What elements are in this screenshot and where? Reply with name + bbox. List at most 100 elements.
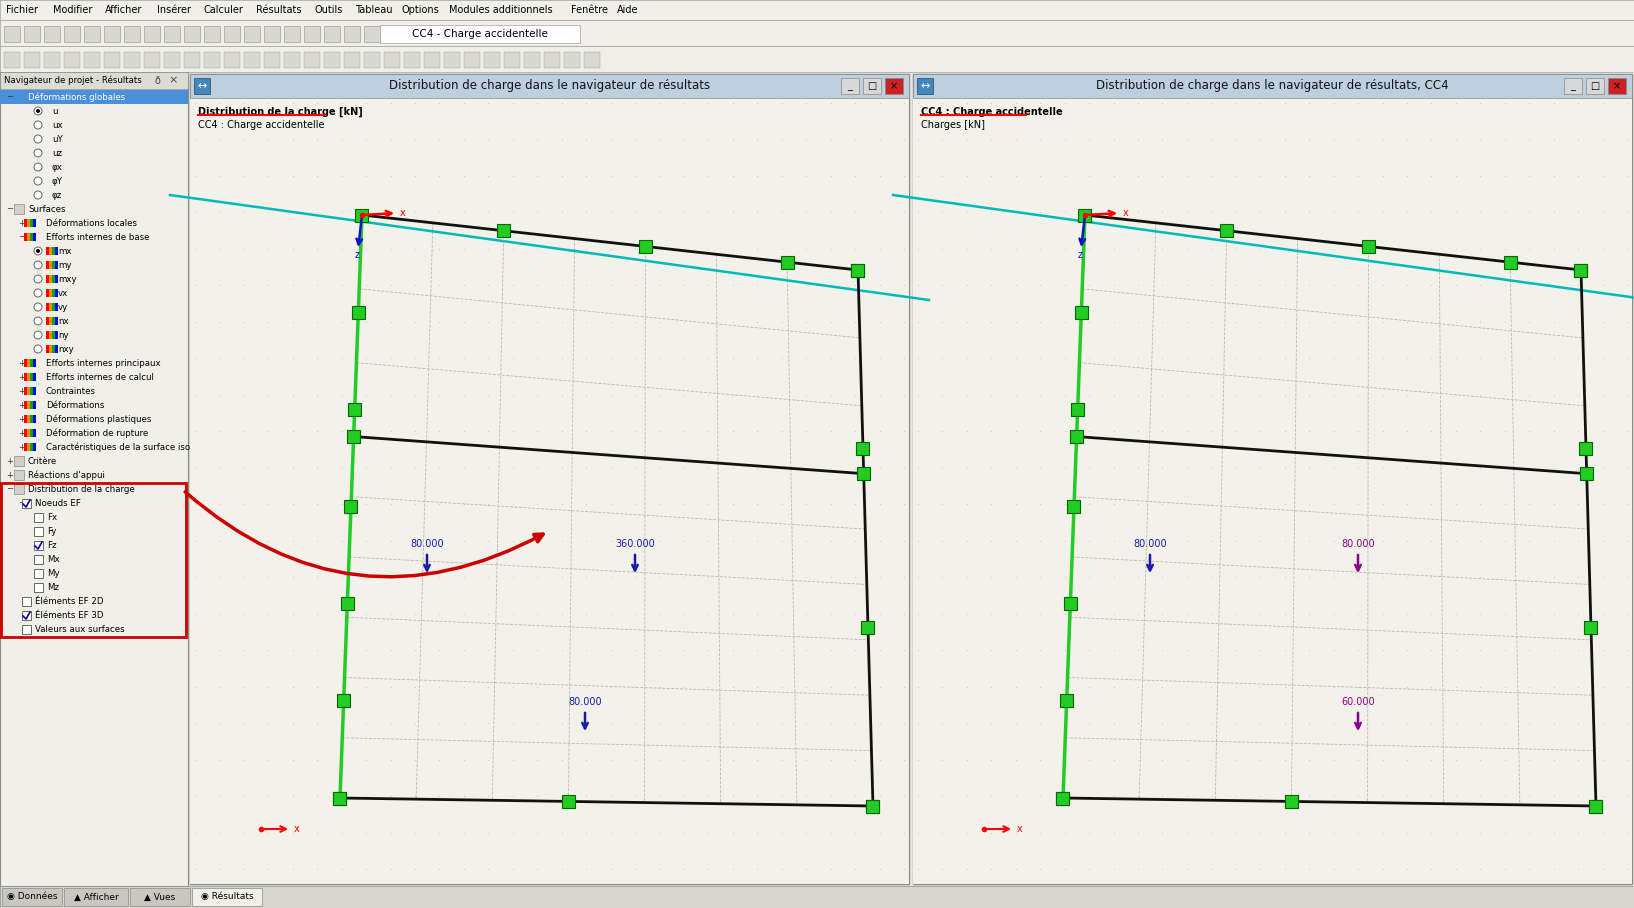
Bar	[284, 52, 301, 68]
Bar	[351, 306, 364, 319]
Bar	[21, 611, 31, 620]
Circle shape	[34, 261, 42, 269]
Text: vy: vy	[57, 302, 69, 311]
Text: −: −	[18, 498, 25, 508]
Text: x: x	[1123, 208, 1129, 218]
Bar	[0, 72, 188, 89]
Bar	[781, 256, 794, 269]
Bar	[356, 209, 369, 222]
Bar	[15, 470, 25, 480]
Text: Calculer: Calculer	[204, 5, 243, 15]
Text: Tableau: Tableau	[356, 5, 392, 15]
Bar	[224, 26, 240, 42]
Bar	[333, 792, 346, 804]
Text: CC4 - Charge accidentelle: CC4 - Charge accidentelle	[412, 29, 547, 39]
Text: Navigateur de projet - Résultats: Navigateur de projet - Résultats	[3, 75, 142, 85]
Bar	[28, 429, 29, 437]
Bar	[34, 583, 42, 592]
Bar	[913, 74, 1632, 98]
Bar	[44, 52, 60, 68]
Text: ð: ð	[155, 75, 160, 85]
Bar	[842, 78, 859, 94]
Text: u: u	[52, 106, 57, 115]
Text: φx: φx	[52, 163, 62, 172]
Text: +: +	[7, 470, 13, 479]
Text: x: x	[400, 208, 405, 218]
Circle shape	[34, 121, 42, 129]
Bar	[348, 403, 361, 416]
Bar	[185, 52, 199, 68]
Text: Résultats: Résultats	[257, 5, 302, 15]
Bar	[34, 513, 42, 522]
Bar	[1072, 403, 1085, 416]
Bar	[1580, 468, 1593, 480]
Bar	[384, 26, 400, 42]
Bar	[364, 26, 381, 42]
Bar	[33, 401, 36, 409]
Bar	[33, 443, 36, 451]
Bar	[46, 247, 49, 255]
Text: Contraintes: Contraintes	[46, 387, 96, 396]
Bar	[562, 794, 575, 808]
Bar	[25, 359, 28, 367]
Text: Éléments EF 3D: Éléments EF 3D	[34, 610, 103, 619]
Bar	[46, 303, 49, 311]
Bar	[913, 74, 1632, 884]
Bar	[346, 430, 359, 443]
Circle shape	[34, 135, 42, 143]
Bar	[304, 26, 320, 42]
Bar	[49, 275, 52, 283]
Text: z: z	[355, 250, 359, 260]
Text: ×: ×	[891, 81, 899, 91]
Bar	[83, 26, 100, 42]
Text: +: +	[18, 219, 25, 228]
Text: Efforts internes de base: Efforts internes de base	[46, 232, 149, 242]
Text: Valeurs aux surfaces: Valeurs aux surfaces	[34, 625, 124, 634]
Text: Modifier: Modifier	[52, 5, 92, 15]
Bar	[0, 72, 188, 886]
Text: Fx: Fx	[47, 512, 57, 521]
Bar	[29, 219, 33, 227]
Bar	[2, 483, 186, 637]
Text: −: −	[7, 93, 13, 102]
Text: Noeuds EF: Noeuds EF	[34, 498, 80, 508]
Text: Fenêtre: Fenêtre	[570, 5, 608, 15]
Bar	[423, 52, 440, 68]
Text: +: +	[18, 359, 25, 368]
Bar	[856, 442, 869, 455]
Text: Afficher: Afficher	[105, 5, 142, 15]
Text: Options: Options	[402, 5, 440, 15]
Text: Critère: Critère	[28, 457, 57, 466]
Text: CC4 : Charge accidentelle: CC4 : Charge accidentelle	[198, 120, 325, 130]
Bar	[124, 26, 141, 42]
Bar	[1587, 78, 1605, 94]
Bar	[25, 443, 28, 451]
Bar	[33, 429, 36, 437]
Bar	[56, 303, 57, 311]
Text: Efforts internes principaux: Efforts internes principaux	[46, 359, 160, 368]
Bar	[29, 233, 33, 241]
Bar	[52, 261, 56, 269]
Text: +: +	[18, 400, 25, 410]
Bar	[204, 26, 221, 42]
Bar	[28, 219, 29, 227]
Bar	[1580, 442, 1593, 455]
Bar	[29, 443, 33, 451]
Text: −: −	[18, 232, 25, 242]
Text: +: +	[18, 387, 25, 396]
Bar	[858, 468, 871, 480]
Text: CC4 : Charge accidentelle: CC4 : Charge accidentelle	[922, 107, 1062, 117]
Bar	[33, 233, 36, 241]
Bar	[56, 289, 57, 297]
Text: ny: ny	[57, 331, 69, 340]
Bar	[15, 484, 25, 494]
Bar	[0, 46, 1634, 72]
Bar	[15, 456, 25, 466]
Bar	[56, 261, 57, 269]
Bar	[243, 26, 260, 42]
Bar	[364, 52, 381, 68]
Text: x: x	[1016, 824, 1023, 834]
Bar	[265, 52, 279, 68]
Text: Charges [kN]: Charges [kN]	[922, 120, 985, 130]
Text: −: −	[7, 485, 13, 494]
